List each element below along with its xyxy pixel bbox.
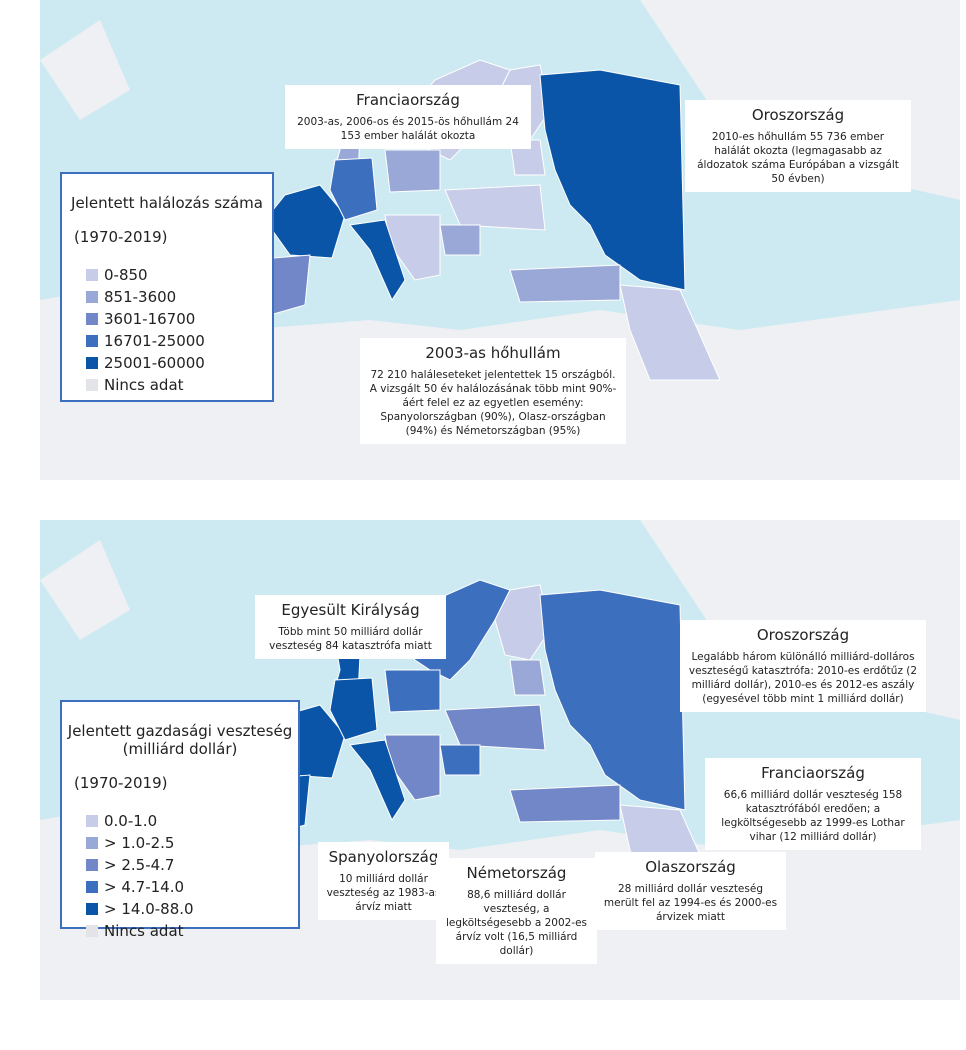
annotation-body: 88,6 milliárd dollár veszteség, a legköl… bbox=[445, 889, 588, 957]
annotation-italy: Olaszország 28 milliárd dollár veszteség… bbox=[595, 852, 786, 930]
annotation-title: Spanyolország bbox=[328, 848, 439, 866]
annotation-body: 10 milliárd dollár veszteség az 1983-as … bbox=[326, 873, 441, 913]
legend-item: 25001-60000 bbox=[86, 352, 272, 374]
losses-legend: Jelentett gazdasági veszteség (milliárd … bbox=[60, 700, 300, 940]
legend-label: > 14.0-88.0 bbox=[104, 900, 194, 918]
legend-item: Nincs adat bbox=[86, 920, 298, 942]
annotation-title: Oroszország bbox=[751, 106, 845, 124]
legend-swatch bbox=[86, 379, 98, 391]
annotation-russia: Oroszország 2010-es hőhullám 55 736 embe… bbox=[685, 100, 911, 192]
annotation-france: Franciaország 2003-as, 2006-os és 2015-ö… bbox=[285, 85, 531, 149]
annotation-body: 2003-as, 2006-os és 2015-ös hőhullám 24 … bbox=[297, 116, 519, 142]
annotation-title: Franciaország bbox=[356, 91, 460, 109]
legend-item: > 4.7-14.0 bbox=[86, 876, 298, 898]
annotation-body: Több mint 50 milliárd dollár veszteség 8… bbox=[269, 626, 432, 652]
legend-swatch bbox=[86, 859, 98, 871]
legend-item: Nincs adat bbox=[86, 374, 272, 396]
legend-item: 3601-16700 bbox=[86, 308, 272, 330]
country-iran bbox=[619, 284, 721, 381]
annotation-title: Oroszország bbox=[756, 626, 850, 644]
annotation-body: Legalább három különálló milliárd-dollár… bbox=[688, 651, 918, 705]
country-ukraine bbox=[444, 704, 546, 751]
annotation-title: Olaszország bbox=[645, 858, 736, 876]
legend-items: 0.0-1.0 > 1.0-2.5 > 2.5-4.7 > 4.7-14.0 > 14.… bbox=[62, 810, 298, 942]
legend-swatch bbox=[86, 815, 98, 827]
legend-label: 25001-60000 bbox=[104, 354, 205, 372]
legend-label: 0-850 bbox=[104, 266, 148, 284]
legend-swatch bbox=[86, 837, 98, 849]
annotation-heatwave-2003: 2003-as hőhullám 72 210 haláleseteket je… bbox=[360, 338, 626, 444]
legend-title: Jelentett gazdasági veszteség (milliárd … bbox=[67, 722, 293, 758]
legend-swatch bbox=[86, 881, 98, 893]
legend-label: 851-3600 bbox=[104, 288, 177, 306]
legend-item: 851-3600 bbox=[86, 286, 272, 308]
legend-swatch bbox=[86, 335, 98, 347]
losses-map-panel: Jelentett gazdasági veszteség (milliárd … bbox=[40, 520, 960, 1000]
legend-swatch bbox=[86, 291, 98, 303]
annotation-body: 2010-es hőhullám 55 736 ember halálát ok… bbox=[697, 131, 899, 185]
country-russia bbox=[539, 69, 686, 291]
annotation-spain: Spanyolország 10 milliárd dollár vesztes… bbox=[318, 842, 449, 920]
annotation-body: 66,6 milliárd dollár veszteség 158 katas… bbox=[721, 789, 905, 843]
legend-label: > 2.5-4.7 bbox=[104, 856, 175, 874]
legend-item: 0.0-1.0 bbox=[86, 810, 298, 832]
country-romania bbox=[439, 224, 481, 256]
legend-item: > 2.5-4.7 bbox=[86, 854, 298, 876]
annotation-uk: Egyesült Királyság Több mint 50 milliárd… bbox=[255, 595, 446, 659]
legend-swatch bbox=[86, 357, 98, 369]
annotation-title: Franciaország bbox=[761, 764, 865, 782]
country-russia bbox=[539, 589, 686, 811]
annotation-title: Németország bbox=[466, 864, 567, 882]
country-germany bbox=[329, 157, 378, 221]
country-baltics bbox=[509, 659, 546, 696]
annotation-title: Egyesült Királyság bbox=[281, 601, 420, 619]
legend-swatch bbox=[86, 313, 98, 325]
annotation-france: Franciaország 66,6 milliárd dollár veszt… bbox=[705, 758, 921, 850]
country-poland bbox=[384, 669, 441, 713]
annotation-body: 72 210 haláleseteket jelentettek 15 orsz… bbox=[369, 369, 617, 437]
legend-period: (1970-2019) bbox=[74, 774, 168, 792]
legend-item: > 14.0-88.0 bbox=[86, 898, 298, 920]
legend-label: Nincs adat bbox=[104, 376, 184, 394]
legend-label: 0.0-1.0 bbox=[104, 812, 158, 830]
legend-label: 3601-16700 bbox=[104, 310, 196, 328]
legend-swatch bbox=[86, 903, 98, 915]
legend-label: 16701-25000 bbox=[104, 332, 205, 350]
legend-item: 0-850 bbox=[86, 264, 272, 286]
legend-items: 0-850 851-3600 3601-16700 16701-25000 25001-… bbox=[62, 264, 272, 396]
legend-title: Jelentett halálozás száma bbox=[71, 194, 263, 212]
legend-label: > 1.0-2.5 bbox=[104, 834, 175, 852]
country-ukraine bbox=[444, 184, 546, 231]
country-italy bbox=[349, 219, 406, 302]
legend-swatch bbox=[86, 925, 98, 937]
country-italy bbox=[349, 739, 406, 822]
legend-label: Nincs adat bbox=[104, 922, 184, 940]
annotation-body: 28 milliárd dollár veszteség merült fel … bbox=[603, 883, 778, 923]
country-turkey bbox=[509, 784, 621, 823]
legend-period: (1970-2019) bbox=[74, 228, 168, 246]
annotation-russia: Oroszország Legalább három különálló mil… bbox=[680, 620, 926, 712]
deaths-map-panel: Jelentett halálozás száma (1970-2019) 0-… bbox=[40, 0, 960, 480]
legend-label: > 4.7-14.0 bbox=[104, 878, 185, 896]
legend-item: > 1.0-2.5 bbox=[86, 832, 298, 854]
annotation-title: 2003-as hőhullám bbox=[425, 344, 561, 362]
legend-item: 16701-25000 bbox=[86, 330, 272, 352]
country-turkey bbox=[509, 264, 621, 303]
country-germany bbox=[329, 677, 378, 741]
country-romania bbox=[439, 744, 481, 776]
legend-swatch bbox=[86, 269, 98, 281]
deaths-legend: Jelentett halálozás száma (1970-2019) 0-… bbox=[60, 172, 274, 402]
country-poland bbox=[384, 149, 441, 193]
annotation-germany: Németország 88,6 milliárd dollár vesztes… bbox=[436, 858, 597, 964]
